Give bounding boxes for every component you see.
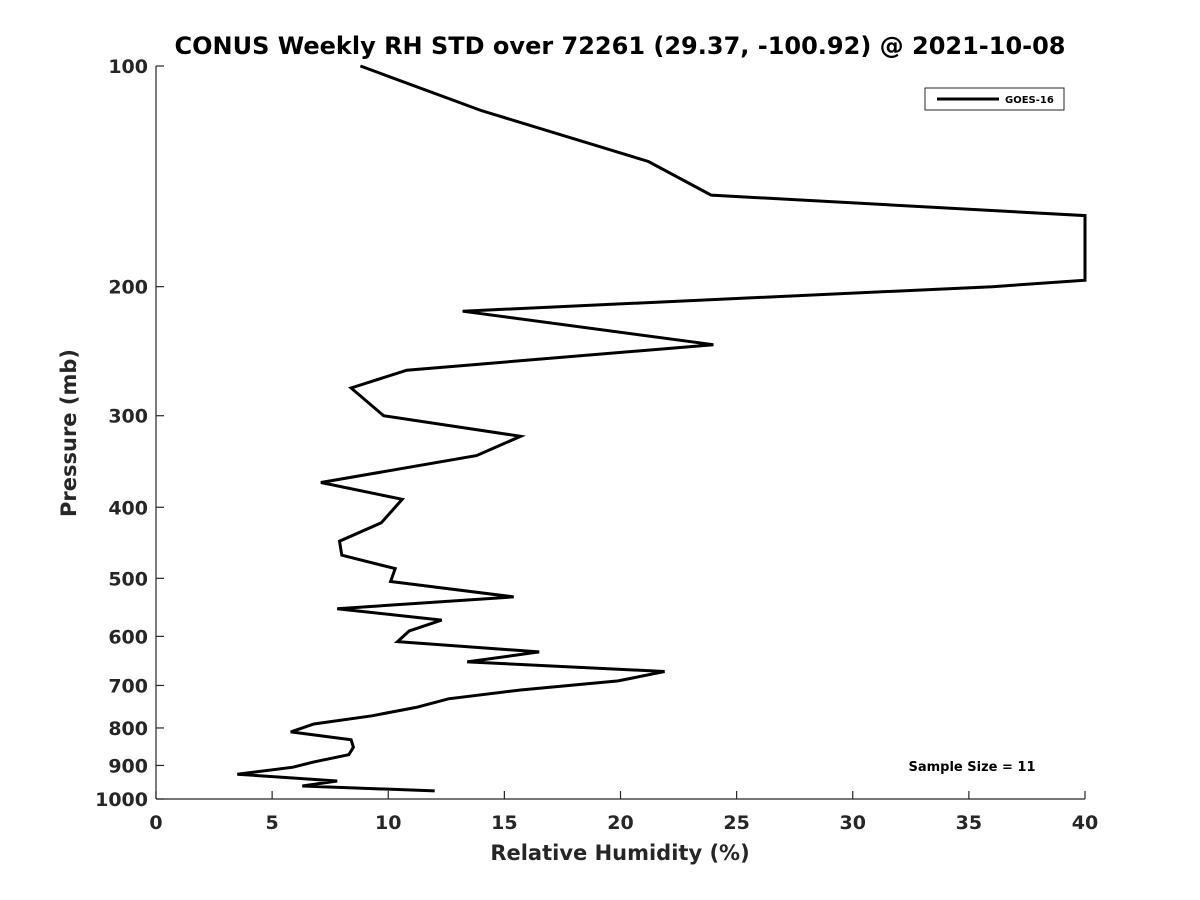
x-tick-label: 25 <box>723 812 749 834</box>
y-axis-ticks: 100 200 300 400 500 600 700 800 900 1000 <box>95 56 164 811</box>
y-tick-label: 100 <box>108 56 148 78</box>
x-tick-label: 5 <box>266 812 279 834</box>
sample-size-annotation: Sample Size = 11 <box>908 760 1035 775</box>
y-tick-label: 600 <box>108 626 148 648</box>
y-tick-label: 400 <box>108 497 148 519</box>
y-tick-label: 1000 <box>95 789 148 811</box>
y-tick-label: 300 <box>108 406 148 428</box>
series-line-goes-16 <box>237 64 1087 793</box>
x-tick-label: 20 <box>607 812 633 834</box>
x-tick-label: 40 <box>1072 812 1098 834</box>
x-tick-label: 10 <box>375 812 401 834</box>
y-tick-label: 800 <box>108 718 148 740</box>
legend-entry-goes-16: GOES-16 <box>1005 95 1054 106</box>
x-tick-label: 35 <box>956 812 982 834</box>
y-tick-label: 200 <box>108 277 148 299</box>
legend: GOES-16 <box>924 87 1065 111</box>
x-axis-ticks: 0 5 10 15 20 25 30 35 40 <box>149 791 1098 834</box>
y-tick-label: 900 <box>108 755 148 777</box>
x-tick-label: 0 <box>149 812 162 834</box>
chart-title: CONUS Weekly RH STD over 72261 (29.37, -… <box>174 32 1065 60</box>
y-tick-label: 700 <box>108 675 148 697</box>
x-axis-label: Relative Humidity (%) <box>490 841 749 865</box>
plot-area-frame <box>156 66 1085 799</box>
series-layer <box>237 64 1087 793</box>
y-axis-label: Pressure (mb) <box>57 349 81 517</box>
x-tick-label: 30 <box>840 812 866 834</box>
x-tick-label: 15 <box>491 812 517 834</box>
y-tick-label: 500 <box>108 568 148 590</box>
